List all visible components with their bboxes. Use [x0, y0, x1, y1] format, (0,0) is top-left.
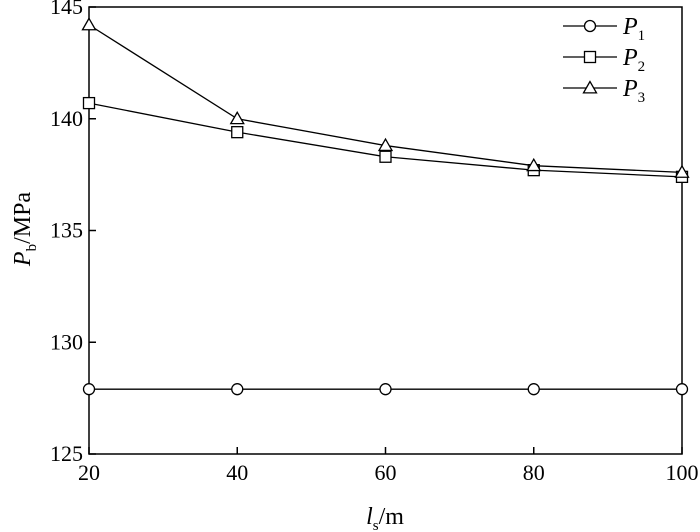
x-tick-label: 100 [666, 460, 699, 485]
y-axis-label: Pb/MPa [10, 192, 40, 268]
series-1-point [231, 383, 244, 396]
legend-marker-3 [582, 80, 598, 94]
y-tick-label: 145 [50, 0, 83, 19]
x-tick-label: 40 [226, 460, 248, 485]
x-tick-label: 60 [375, 460, 397, 485]
legend-label-2: P2 [622, 45, 645, 75]
series-1-point [82, 383, 96, 396]
series-2-point [82, 96, 96, 110]
series-3-point [674, 164, 690, 178]
series-1-point [675, 383, 689, 396]
series-1-point [379, 383, 392, 396]
x-axis-label: ls/m [366, 504, 404, 532]
series-2-point [379, 150, 392, 163]
series-3-point [526, 157, 542, 172]
series-1-point [527, 383, 540, 396]
legend-marker-1 [583, 19, 597, 33]
y-tick-label: 130 [50, 329, 83, 354]
legend-label-1: P1 [622, 14, 645, 44]
y-tick-label: 135 [50, 218, 83, 243]
y-tick-label: 125 [50, 441, 83, 466]
series-3-point [81, 17, 97, 31]
x-tick-label: 80 [523, 460, 545, 485]
series-2-point [231, 126, 244, 139]
y-tick-label: 140 [50, 106, 83, 131]
series-3-point [377, 137, 394, 152]
x-tick-label: 20 [78, 460, 100, 485]
series-3-point [229, 110, 245, 125]
legend-label-3: P3 [622, 76, 645, 106]
legend-marker-2 [583, 50, 597, 64]
